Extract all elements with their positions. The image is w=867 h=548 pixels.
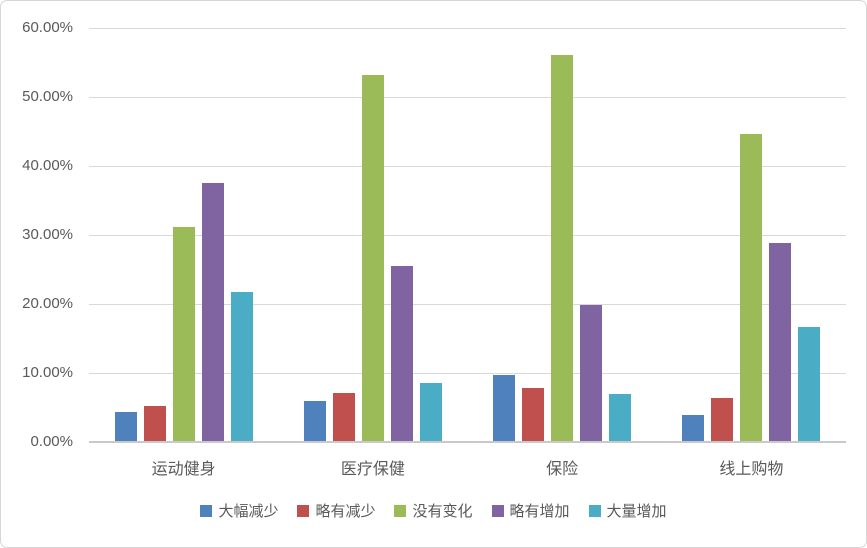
gridline (89, 28, 846, 29)
legend-label: 略有增加 (509, 503, 570, 520)
bar (332, 393, 355, 442)
legend-label: 大量增加 (606, 503, 667, 520)
y-tick-label: 30.00% (22, 226, 73, 243)
bar (769, 242, 792, 442)
bar (201, 183, 224, 442)
bar (580, 304, 603, 442)
gridline (89, 304, 846, 305)
y-tick-label: 50.00% (22, 88, 73, 105)
legend: 大幅减少 略有减少 没有变化 略有增加 大量增加 (1, 500, 866, 521)
x-axis-label: 运动健身 (151, 461, 216, 478)
x-axis: 运动健身 医疗保健 保险 线上购物 (89, 455, 846, 479)
bar-group (89, 28, 278, 442)
x-axis-label: 保险 (546, 461, 579, 478)
legend-label: 没有变化 (412, 503, 473, 520)
bar (798, 327, 821, 442)
legend-item: 大幅减少 (200, 500, 278, 521)
y-tick-label: 20.00% (22, 295, 73, 312)
bar (493, 375, 516, 442)
bar (711, 397, 734, 442)
gridline (89, 166, 846, 167)
legend-label: 大幅减少 (218, 503, 279, 520)
x-axis-line (89, 441, 846, 443)
legend-swatch-icon (491, 504, 504, 517)
plot-area (89, 28, 846, 443)
bar-groups (89, 28, 846, 442)
legend-swatch-icon (297, 504, 310, 517)
bar-group (468, 28, 657, 442)
y-tick-label: 0.00% (30, 433, 73, 450)
bar-group (278, 28, 467, 442)
legend-item: 略有减少 (297, 500, 375, 521)
bar (303, 400, 326, 442)
bar (609, 394, 632, 442)
gridline (89, 373, 846, 374)
y-tick-label: 60.00% (22, 19, 73, 36)
bar (172, 226, 195, 442)
bar (551, 54, 574, 442)
bar (740, 134, 763, 442)
x-axis-label: 医疗保健 (340, 461, 405, 478)
legend-swatch-icon (588, 504, 601, 517)
bar (143, 406, 166, 442)
legend-item: 没有变化 (394, 500, 473, 521)
y-tick-label: 40.00% (22, 157, 73, 174)
gridline (89, 235, 846, 236)
bar (361, 74, 384, 442)
bar (390, 266, 413, 442)
legend-swatch-icon (200, 504, 213, 517)
bar (419, 383, 442, 442)
bar (230, 291, 253, 442)
legend-swatch-icon (394, 504, 407, 517)
gridline (89, 97, 846, 98)
y-tick-label: 10.00% (22, 364, 73, 381)
bar (682, 415, 705, 442)
bar-group (657, 28, 846, 442)
legend-item: 大量增加 (588, 500, 667, 521)
bar (522, 388, 545, 442)
legend-item: 略有增加 (491, 500, 570, 521)
legend-label: 略有减少 (315, 503, 376, 520)
bar (114, 412, 137, 442)
x-axis-label: 线上购物 (719, 461, 784, 478)
